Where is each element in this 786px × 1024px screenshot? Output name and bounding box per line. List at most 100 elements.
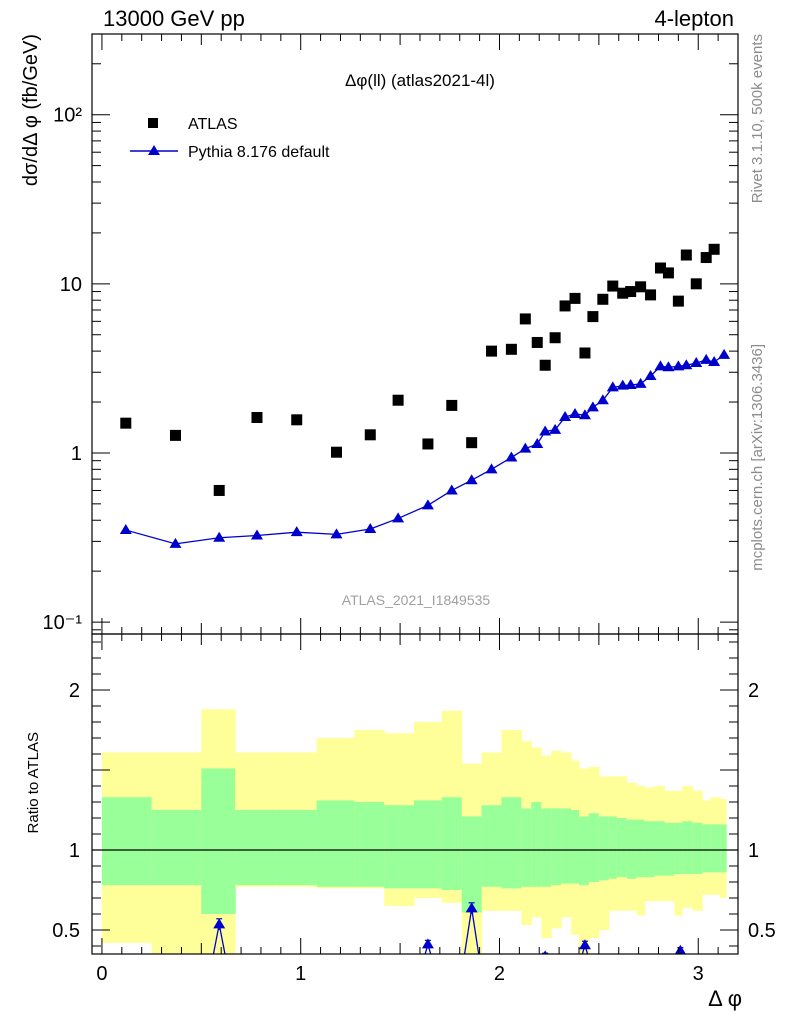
ratio-inner-band bbox=[531, 802, 542, 887]
axes-layer bbox=[91, 33, 739, 955]
ratio-pythia-point bbox=[674, 944, 686, 954]
pythia-point bbox=[539, 425, 552, 436]
atlas-point bbox=[505, 343, 517, 355]
ratio-inner-band bbox=[441, 797, 463, 890]
x-tick-label: 3 bbox=[693, 963, 704, 985]
ratio-inner-band bbox=[682, 821, 693, 874]
ratio-inner-band bbox=[571, 810, 580, 884]
main-y-tick-label: 10² bbox=[53, 105, 82, 127]
main-layer bbox=[119, 243, 731, 548]
ratio-inner-band bbox=[644, 821, 656, 878]
atlas-point bbox=[708, 243, 720, 255]
ratio-inner-band bbox=[481, 805, 503, 887]
ratio-inner-band bbox=[501, 797, 522, 889]
ratio-inner-band bbox=[720, 824, 727, 873]
ratio-frame bbox=[91, 633, 739, 955]
pythia-point bbox=[690, 357, 703, 368]
pythia-point bbox=[569, 407, 582, 418]
ratio-pythia-line bbox=[678, 948, 683, 954]
ratio-inner-band bbox=[626, 819, 638, 879]
pythia-point bbox=[586, 401, 599, 412]
atlas-point bbox=[617, 287, 629, 299]
ratio-inner-band bbox=[541, 808, 552, 887]
atlas-point bbox=[291, 414, 303, 426]
header-left-label: 13000 GeV pp bbox=[103, 6, 245, 31]
ratio-y-tick-label-right: 0.5 bbox=[748, 920, 776, 942]
ratio-inner-band bbox=[354, 802, 385, 887]
atlas-point bbox=[672, 295, 684, 307]
main-y-tick-label: 10 bbox=[60, 274, 82, 296]
atlas-point bbox=[213, 484, 225, 496]
ratio-inner-band bbox=[521, 808, 532, 887]
ratio-inner-band bbox=[384, 805, 415, 889]
atlas-point bbox=[569, 292, 581, 304]
legend-atlas-label: ATLAS bbox=[188, 116, 238, 133]
ratio-inner-band bbox=[664, 822, 675, 876]
x-axis-label: Δ φ bbox=[708, 986, 742, 1011]
ratio-inner-band bbox=[235, 810, 278, 886]
pythia-point bbox=[330, 528, 343, 539]
atlas-point bbox=[549, 332, 561, 344]
ratio-inner-band bbox=[608, 816, 618, 879]
atlas-point bbox=[625, 286, 637, 298]
ratio-inner-band bbox=[551, 808, 562, 886]
ratio-inner-band bbox=[654, 821, 666, 876]
atlas-point bbox=[364, 429, 376, 441]
ratio-inner-band bbox=[692, 822, 703, 874]
atlas-point bbox=[579, 347, 591, 359]
pythia-point bbox=[634, 377, 647, 388]
pythia-point bbox=[606, 381, 619, 392]
ratio-y-tick-label: 1 bbox=[69, 840, 80, 862]
x-tick-label: 0 bbox=[96, 963, 107, 985]
ratio-pythia-point bbox=[465, 902, 478, 913]
pythia-point bbox=[485, 463, 498, 474]
pythia-point bbox=[700, 353, 713, 364]
header-right-label: 4-lepton bbox=[654, 6, 734, 31]
ratio-pythia-point bbox=[421, 938, 434, 949]
atlas-point bbox=[654, 262, 666, 274]
legend-atlas-marker bbox=[148, 118, 158, 128]
ratio-inner-band bbox=[461, 816, 483, 913]
atlas-point bbox=[587, 311, 599, 323]
rivet-label: Rivet 3.1.10, 500k events bbox=[749, 34, 766, 203]
atlas-point bbox=[680, 249, 692, 261]
mcplots-label: mcplots.cern.ch [arXiv:1306.3436] bbox=[749, 344, 766, 571]
pythia-point bbox=[559, 411, 572, 422]
atlas-point bbox=[539, 359, 551, 371]
pythia-point bbox=[578, 409, 591, 420]
x-tick-label: 1 bbox=[295, 963, 306, 985]
ratio-inner-band bbox=[588, 813, 600, 882]
pythia-point bbox=[213, 531, 226, 542]
pythia-point bbox=[718, 348, 731, 359]
pythia-point bbox=[250, 529, 263, 540]
main-y-tick-label: 1 bbox=[71, 443, 82, 465]
atlas-point bbox=[662, 267, 674, 279]
ratio-inner-band bbox=[316, 800, 355, 887]
atlas-point bbox=[559, 300, 571, 312]
ratio-inner-band bbox=[414, 800, 443, 889]
pythia-point bbox=[290, 526, 303, 537]
pythia-point bbox=[519, 442, 532, 453]
ratio-y-tick-label-right: 1 bbox=[748, 840, 759, 862]
pythia-point bbox=[169, 537, 182, 548]
main-y-axis-label: dσ/dΔ φ (fb/GeV) bbox=[20, 34, 42, 186]
pythia-point bbox=[465, 474, 478, 485]
pythia-point bbox=[654, 360, 667, 371]
ratio-inner-band bbox=[151, 810, 202, 886]
pythia-point bbox=[549, 423, 562, 434]
pythia-point bbox=[445, 484, 458, 495]
ratio-inner-band bbox=[616, 818, 628, 878]
x-tick-label: 2 bbox=[494, 963, 505, 985]
main-y-tick-label: 10⁻¹ bbox=[43, 612, 83, 634]
atlas-point bbox=[392, 394, 404, 406]
ratio-inner-band bbox=[561, 808, 572, 884]
pythia-point bbox=[505, 451, 518, 462]
ratio-inner-band bbox=[201, 768, 236, 914]
atlas-point bbox=[422, 438, 434, 450]
atlas-point bbox=[466, 437, 478, 449]
ratio-pythia-point bbox=[213, 918, 226, 929]
ratio-inner-band bbox=[578, 816, 590, 886]
legend-pythia-label: Pythia 8.176 default bbox=[188, 144, 330, 161]
atlas-point bbox=[607, 280, 619, 292]
